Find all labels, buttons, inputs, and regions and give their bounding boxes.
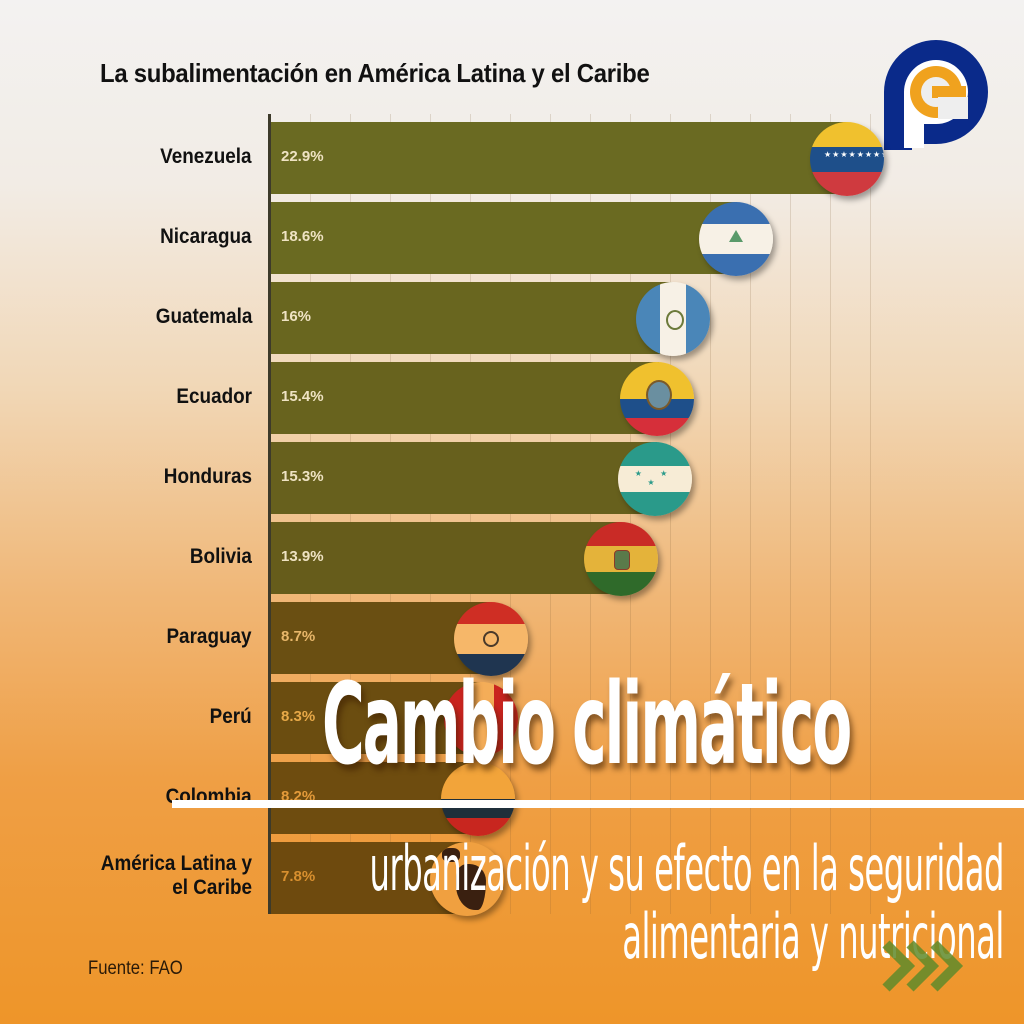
bar-chart: Venezuela 22.9% ★★★★★★★★ Nicaragua 18.6%… [0, 110, 1024, 916]
bar-venezuela [271, 122, 847, 194]
bar-paraguay [271, 602, 490, 674]
row-label: Honduras [163, 465, 252, 488]
row-label: Venezuela [160, 145, 252, 168]
bar-nicaragua [271, 202, 737, 274]
value-label: 13.9% [281, 548, 324, 565]
row-label: Perú [209, 705, 252, 728]
value-label: 22.9% [281, 148, 324, 165]
venezuela-flag-icon: ★★★★★★★★ [810, 122, 884, 196]
pe-logo-icon [884, 40, 988, 150]
peru-flag-icon [444, 682, 518, 756]
bolivia-flag-icon [584, 522, 658, 596]
row-label: Paraguay [166, 625, 252, 648]
headline: Cambio climático [322, 660, 852, 790]
ecuador-flag-icon [620, 362, 694, 436]
row-label: Bolivia [190, 545, 252, 568]
latin-america-map-icon [430, 842, 504, 916]
value-label: 15.4% [281, 388, 324, 405]
y-axis [268, 114, 271, 914]
double-chevron-right-icon [882, 940, 964, 992]
row-label-line1: América Latina y [100, 852, 252, 875]
value-label: 8.3% [281, 708, 316, 725]
value-label: 7.8% [281, 868, 316, 885]
row-label: Guatemala [155, 305, 252, 328]
guatemala-flag-icon [636, 282, 710, 356]
honduras-flag-icon: ★ ★ ★ [618, 442, 692, 516]
bar-bolivia [271, 522, 621, 594]
row-label: Ecuador [176, 385, 252, 408]
bar-honduras [271, 442, 657, 514]
row-label: Nicaragua [160, 225, 252, 248]
bar-guatemala [271, 282, 673, 354]
nicaragua-flag-icon [699, 202, 773, 276]
source-note: Fuente: FAO [88, 958, 183, 979]
bar-ecuador [271, 362, 659, 434]
row-label-line2: el Caribe [172, 876, 252, 899]
value-label: 16% [281, 308, 312, 325]
value-label: 18.6% [281, 228, 324, 245]
subtitle-line1: urbanización y su efecto en la seguridad [369, 832, 1005, 905]
paraguay-flag-icon [454, 602, 528, 676]
page-title: La subalimentación en América Latina y e… [100, 58, 650, 88]
value-label: 15.3% [281, 468, 324, 485]
divider [172, 800, 1024, 808]
row-label: América Latina y el Caribe [101, 852, 252, 900]
value-label: 8.7% [281, 628, 316, 645]
